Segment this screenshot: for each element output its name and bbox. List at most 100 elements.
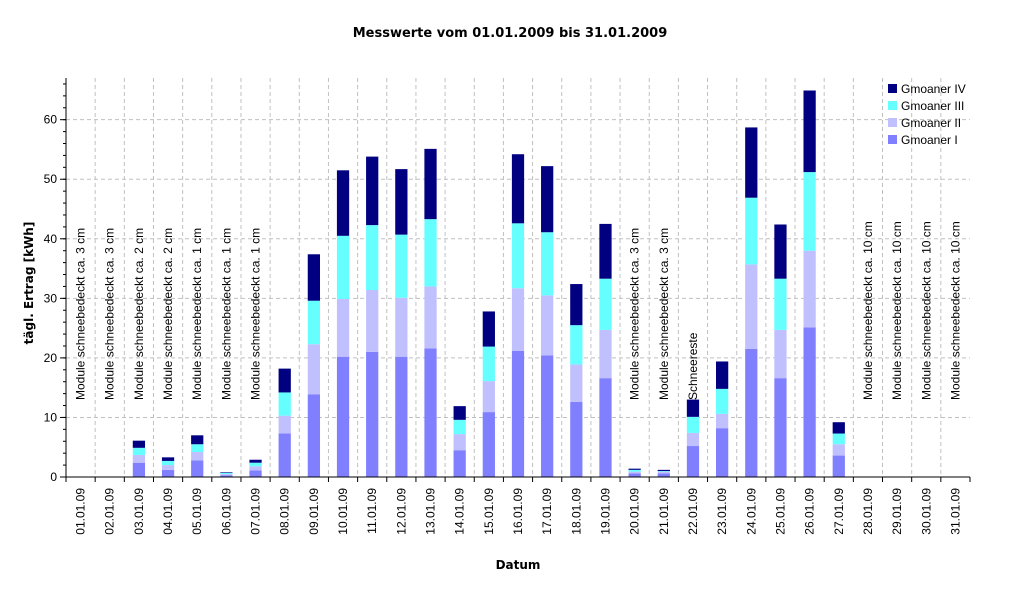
bar-segment [570, 325, 583, 365]
bar-segment [220, 475, 233, 477]
bar-segment [803, 90, 816, 173]
legend-swatch [888, 118, 897, 127]
x-tick-label: 29.01.09 [890, 488, 904, 535]
bar-segment [395, 297, 408, 357]
bar-segment [278, 368, 291, 393]
bar-segment [482, 346, 495, 382]
bar-segment [628, 469, 641, 472]
bar-segment [541, 166, 554, 233]
bar-segment [832, 444, 845, 456]
bar-segment [278, 392, 291, 416]
bar-segment [745, 264, 758, 349]
bar-segment [657, 471, 670, 474]
bar-segment [803, 250, 816, 328]
x-tick-label: 08.01.09 [278, 488, 292, 535]
bar-segment [657, 469, 670, 472]
bar-segment [628, 468, 641, 470]
axes: 0 10 20 30 40 50 60 01.01.09 02.01.09 03.01.09 04.… [44, 78, 971, 535]
x-tick-label: 10.01.09 [336, 488, 350, 535]
legend-label: Gmoaner I [901, 133, 958, 147]
bar-segment [249, 470, 262, 477]
x-tick-label: 26.01.09 [803, 488, 817, 535]
bar-segment [745, 348, 758, 477]
bar-segment [774, 224, 787, 279]
bar-segment [307, 300, 320, 345]
bar-segment [686, 399, 700, 417]
bar-segment [453, 406, 466, 420]
y-tick-label: 50 [44, 172, 58, 186]
x-tick-label: 14.01.09 [453, 488, 467, 535]
bar-segment [395, 234, 408, 298]
x-tick-label: 07.01.09 [249, 488, 263, 535]
x-tick-label: 28.01.09 [861, 488, 875, 535]
y-tick-label: 40 [44, 232, 58, 246]
bar-segment [220, 472, 233, 475]
bar-segment [482, 412, 495, 477]
x-axis-label: Datum [496, 558, 541, 572]
bar-segment [599, 329, 612, 379]
annotation-label: Module schneebedeckt ca. 10 cm [948, 221, 962, 400]
bar-segment [511, 223, 525, 289]
bar-segment [220, 474, 233, 476]
bar-segment [511, 350, 525, 477]
x-tick-label: 11.01.09 [365, 488, 379, 534]
bar-segment [366, 225, 379, 291]
y-tick-label: 20 [44, 351, 58, 365]
bar-segment [570, 284, 583, 326]
x-tick-label: 06.01.09 [219, 488, 233, 535]
x-tick-label: 03.01.09 [132, 488, 146, 535]
bar-segment [686, 416, 700, 433]
x-tick-label: 27.01.09 [832, 488, 846, 535]
x-tick-label: 22.01.09 [686, 488, 700, 535]
bar-segment [570, 364, 583, 402]
x-tick-label: 24.01.09 [744, 488, 758, 535]
bar-segment [336, 235, 350, 299]
legend-swatch [888, 135, 897, 144]
x-tick-label: 16.01.09 [511, 488, 525, 535]
x-tick-label: 09.01.09 [307, 488, 321, 535]
legend: Gmoaner IV Gmoaner III Gmoaner II Gmoaner I [888, 82, 966, 147]
bar-segment [191, 460, 204, 477]
bar-segment [716, 428, 729, 477]
bar-segment [541, 295, 554, 356]
y-tick-label: 10 [44, 410, 58, 424]
bar-segment [161, 469, 175, 477]
x-tick-label: 13.01.09 [424, 488, 438, 535]
bar-segment [191, 451, 204, 461]
legend-swatch [888, 84, 897, 93]
bar-segment [366, 290, 379, 352]
bar-segment [599, 278, 612, 330]
bar-segment [482, 381, 495, 413]
bars [132, 90, 845, 477]
annotation-label: Module schneebedeckt ca. 2 cm [132, 228, 146, 400]
bar-segment [132, 447, 146, 455]
bar-segment [832, 422, 845, 434]
bar-segment [161, 457, 175, 461]
bar-segment [220, 472, 233, 473]
bar-segment [424, 348, 437, 477]
annotation-label: Module schneebedeckt ca. 1 cm [249, 228, 263, 400]
bar-segment [803, 327, 816, 477]
bar-segment [628, 471, 641, 474]
x-tick-label: 23.01.09 [715, 488, 729, 535]
annotation-label: Module schneebedeckt ca. 10 cm [890, 221, 904, 400]
annotation-label: Schneereste [686, 332, 700, 400]
bar-segment [599, 378, 612, 477]
bar-segment [570, 401, 583, 477]
bar-segment [716, 361, 729, 389]
bar-segment [686, 432, 700, 447]
bar-segment [278, 415, 291, 434]
legend-label: Gmoaner II [901, 116, 961, 130]
legend-label: Gmoaner III [901, 99, 964, 113]
bar-segment [132, 440, 146, 448]
bar-segment [336, 298, 350, 357]
x-tick-label: 05.01.09 [190, 488, 204, 535]
annotation-label: Module schneebedeckt ca. 10 cm [919, 221, 933, 400]
x-tick-label: 15.01.09 [482, 488, 496, 535]
bar-segment [774, 378, 787, 477]
bar-segment [482, 311, 495, 347]
bar-segment [161, 460, 175, 466]
bar-segment [307, 394, 320, 477]
annotation-label: Module schneebedeckt ca. 3 cm [657, 228, 671, 400]
